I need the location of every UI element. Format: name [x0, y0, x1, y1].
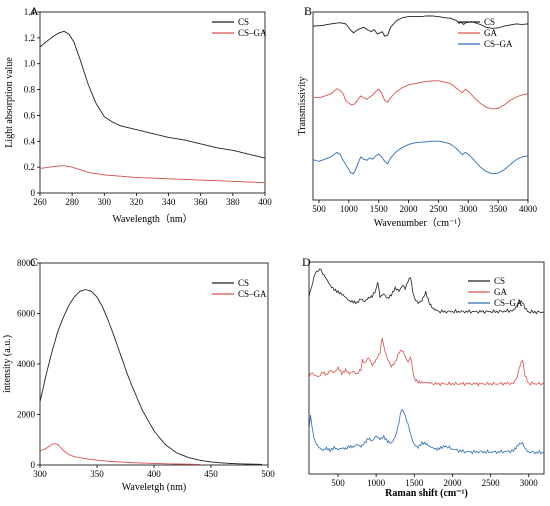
- x-tick-label: 300: [33, 469, 47, 479]
- y-tick-label: 6000: [17, 309, 36, 319]
- x-tick-label: 4000: [519, 204, 538, 214]
- x-axis-label: Wavelength（nm）: [112, 213, 192, 225]
- x-axis-label: Raman shift (cm⁻¹): [385, 488, 468, 499]
- y-tick-label: 1.0: [24, 59, 36, 69]
- x-tick-label: 1000: [367, 478, 386, 488]
- y-tick-label: 0.8: [24, 85, 36, 95]
- x-tick-label: 350: [90, 469, 104, 479]
- legend-entry: CS–GA: [238, 28, 267, 38]
- x-tick-label: 3500: [489, 204, 508, 214]
- plot-frame: [308, 261, 545, 475]
- panel-label: C: [30, 255, 38, 269]
- panel-label: D: [302, 255, 311, 269]
- panel-d: 500 1000 1500 2000 2500 3000 D Raman shift (cm⁻…: [302, 255, 545, 499]
- y-tick-label: 0.2: [24, 162, 35, 172]
- plot-frame: [39, 11, 266, 194]
- x-tick-label: 500: [331, 478, 345, 488]
- x-tick-label: 380: [226, 197, 240, 207]
- legend-entry: CS–GA: [238, 289, 267, 299]
- x-tick-label: 2500: [429, 204, 448, 214]
- x-axis-label: Waveletgh (nm): [122, 482, 186, 493]
- x-axis-label: Wavenumber（cm⁻¹）: [374, 217, 468, 229]
- plot-frame: [39, 262, 269, 466]
- panel-label: A: [30, 4, 39, 18]
- x-tick-label: 1500: [405, 478, 424, 488]
- legend-entry: CS–GA: [494, 298, 523, 308]
- legend-entry: CS: [238, 17, 249, 27]
- legend-entry: GA: [484, 28, 497, 38]
- y-tick-label: 8000: [17, 258, 36, 268]
- series-line-csga: [39, 165, 266, 184]
- series-line-csga: [308, 408, 545, 455]
- x-tick-label: 260: [33, 197, 47, 207]
- x-tick-label: 400: [258, 197, 272, 207]
- legend-entry: CS: [484, 17, 495, 27]
- x-tick-label: 2500: [482, 478, 501, 488]
- series-line-csga: [39, 442, 200, 465]
- panel-a: 260 280 300 320 340 360 380 400 0 0.2 0.4 0.6 0.8 1.0…: [4, 4, 272, 225]
- x-tick-label: 400: [147, 469, 161, 479]
- y-tick-label: 0.6: [24, 110, 36, 120]
- x-tick-label: 2000: [400, 204, 419, 214]
- series-line-cs: [39, 30, 266, 159]
- y-axis-label: intensity (a.u.): [2, 335, 13, 393]
- x-tick-label: 280: [65, 197, 79, 207]
- y-axis-label: Light absorption value: [4, 57, 15, 148]
- legend-entry: CS: [494, 276, 505, 286]
- x-tick-label: 2000: [443, 478, 462, 488]
- x-tick-label: 3000: [459, 204, 478, 214]
- y-tick-label: 2000: [17, 410, 36, 420]
- x-tick-label: 1500: [370, 204, 389, 214]
- y-tick-label: 0: [31, 460, 36, 470]
- x-tick-label: 320: [130, 197, 144, 207]
- legend-entry: CS: [238, 278, 249, 288]
- series-line-ga: [312, 80, 529, 110]
- y-axis-label: Transmissivity: [297, 76, 308, 135]
- series-line-cs: [308, 268, 545, 315]
- y-tick-label: 4000: [17, 359, 36, 369]
- panel-b: 500 1000 1500 2000 2500 3000 3500 4000 B Wavenumb…: [297, 4, 538, 229]
- series-line-cs: [312, 15, 529, 37]
- y-tick-label: 1.4: [24, 7, 36, 17]
- x-tick-label: 300: [98, 197, 112, 207]
- series-line-csga: [312, 140, 529, 175]
- x-tick-label: 500: [312, 204, 326, 214]
- y-tick-label: 1.2: [24, 33, 35, 43]
- plot-frame: [312, 11, 529, 201]
- x-tick-label: 1000: [340, 204, 359, 214]
- x-tick-label: 3000: [520, 478, 539, 488]
- x-tick-label: 340: [162, 197, 176, 207]
- x-tick-label: 500: [261, 469, 275, 479]
- x-tick-label: 450: [204, 469, 218, 479]
- legend-entry: CS–GA: [484, 39, 513, 49]
- series-line-cs: [39, 289, 263, 465]
- y-tick-label: 0.4: [24, 136, 36, 146]
- panel-label: B: [304, 4, 312, 18]
- x-tick-label: 360: [194, 197, 208, 207]
- series-line-ga: [308, 337, 545, 387]
- legend-entry: GA: [494, 287, 507, 297]
- y-tick-label: 0: [31, 188, 36, 198]
